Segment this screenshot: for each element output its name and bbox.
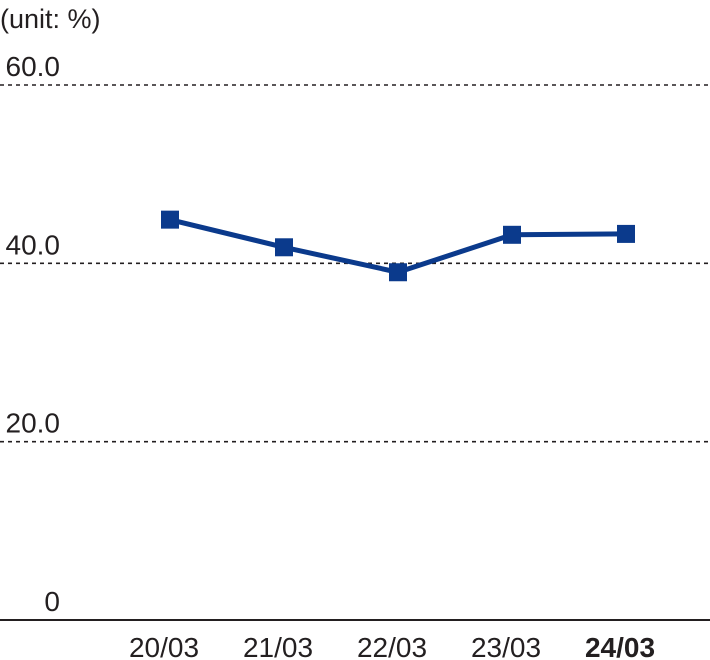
data-point-marker	[275, 238, 293, 257]
y-tick-label: 40.0	[6, 229, 61, 260]
y-tick-label: 60.0	[6, 51, 61, 82]
data-point-marker	[161, 210, 179, 229]
x-tick-label: 24/03	[585, 632, 655, 660]
y-axis-tick-labels: 0 20.0 40.0 60.0	[6, 51, 61, 617]
y-tick-label: 0	[44, 586, 60, 617]
x-tick-label: 21/03	[243, 632, 313, 660]
y-tick-label: 20.0	[6, 408, 61, 439]
data-series	[161, 210, 635, 282]
x-tick-label: 22/03	[357, 632, 427, 660]
x-tick-label: 23/03	[471, 632, 541, 660]
unit-label: (unit: %)	[0, 4, 101, 34]
data-point-marker	[503, 225, 521, 244]
x-tick-label: 20/03	[129, 632, 199, 660]
data-point-marker	[389, 263, 407, 282]
x-axis-tick-labels: 20/03 21/03 22/03 23/03 24/03	[129, 632, 655, 660]
data-point-marker	[617, 224, 635, 243]
